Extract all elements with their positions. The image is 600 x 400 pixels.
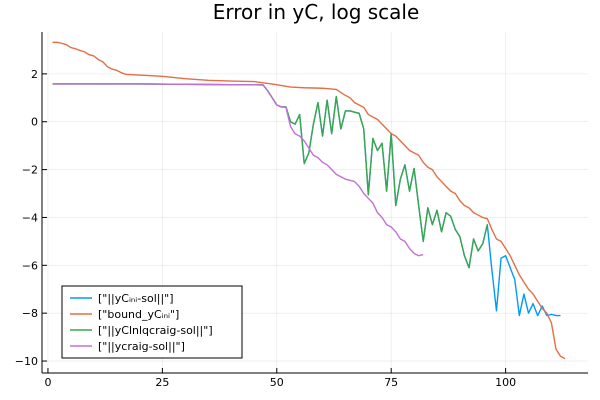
y-tick-label-6: −10: [15, 355, 38, 368]
legend-label-2: ["||yClnlqcraig-sol||"]: [98, 324, 213, 337]
legend-item-0: ["||yCᵢₙᵢ-sol||"]: [70, 292, 174, 305]
x-tick-label-0: 0: [44, 376, 51, 389]
series-line-1: [52, 41, 566, 360]
chart-title: Error in yC, log scale: [213, 0, 420, 24]
x-tick-label-2: 50: [270, 376, 284, 389]
legend-item-1: ["bound_yCᵢₙᵢ"]: [70, 308, 179, 321]
legend-item-2: ["||yClnlqcraig-sol||"]: [70, 324, 213, 337]
x-tick-label-3: 75: [384, 376, 398, 389]
y-tick-label-4: −6: [22, 259, 38, 272]
series-line-3: [52, 83, 424, 257]
y-tick-label-0: 2: [31, 68, 38, 81]
x-axis-ticks: 0 25 50 75 100: [44, 368, 516, 389]
y-tick-label-2: −2: [22, 164, 38, 177]
legend-label-3: ["||ycraig-sol||"]: [98, 340, 185, 353]
x-tick-label-1: 25: [155, 376, 169, 389]
legend-item-3: ["||ycraig-sol||"]: [70, 340, 185, 353]
grid-lines: [42, 32, 588, 373]
legend: ["||yCᵢₙᵢ-sol||"] ["bound_yCᵢₙᵢ"] ["||yC…: [61, 285, 243, 359]
x-tick-label-4: 100: [495, 376, 516, 389]
y-tick-label-5: −8: [22, 307, 38, 320]
series-line-2: [52, 83, 488, 269]
legend-label-1: ["bound_yCᵢₙᵢ"]: [98, 308, 179, 321]
legend-label-0: ["||yCᵢₙᵢ-sol||"]: [98, 292, 174, 305]
series-lines: [52, 41, 566, 360]
y-tick-label-3: −4: [22, 211, 38, 224]
axes: [41, 32, 588, 374]
y-tick-label-1: 0: [31, 116, 38, 129]
y-axis-ticks: 2 0 −2 −4 −6 −8 −10: [15, 68, 47, 368]
